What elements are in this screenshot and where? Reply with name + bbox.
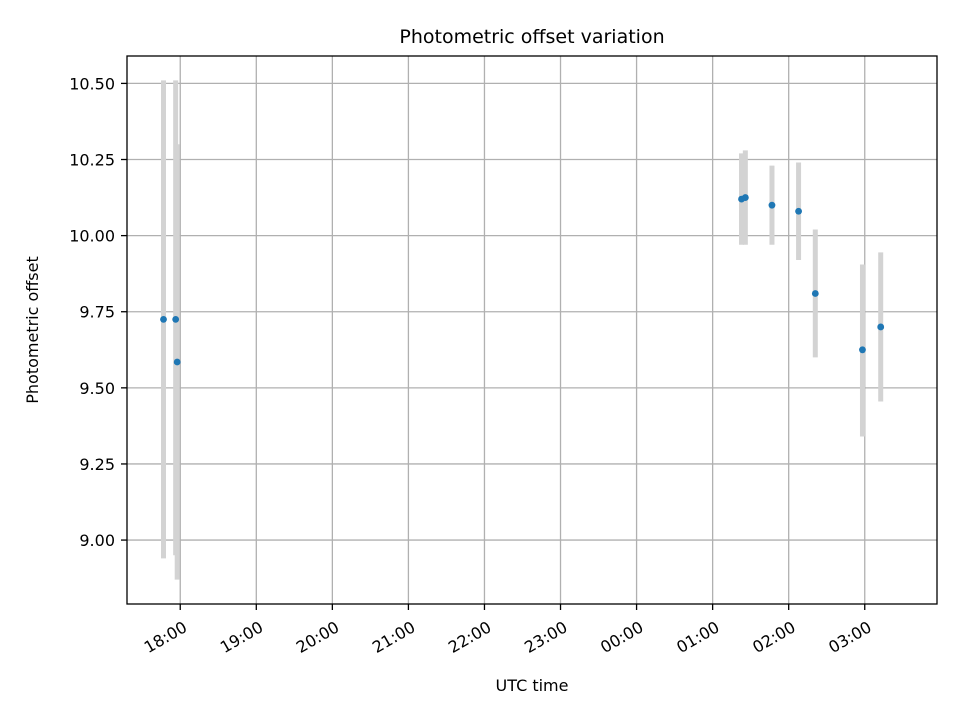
data-points <box>160 194 885 366</box>
data-point <box>859 346 866 354</box>
y-axis-title: Photometric offset <box>23 256 42 404</box>
x-axis-ticks: 18:00 19:00 20:00 21:00 22:00 23:00 00:00 01:00… <box>141 604 875 657</box>
x-tick-label: 18:00 <box>141 617 190 657</box>
x-tick-label: 23:00 <box>521 617 570 657</box>
x-tick-label: 03:00 <box>825 617 874 657</box>
data-point <box>173 358 181 366</box>
grid <box>127 56 937 604</box>
x-tick-label: 02:00 <box>749 617 798 657</box>
chart-title: Photometric offset variation <box>399 26 664 48</box>
y-tick-label: 9.00 <box>79 531 115 550</box>
x-tick-label: 22:00 <box>445 617 494 657</box>
y-tick-label: 10.50 <box>69 74 115 93</box>
y-tick-label: 9.75 <box>79 303 115 322</box>
error-bars <box>161 80 884 580</box>
data-point <box>160 315 167 323</box>
y-tick-label: 9.50 <box>79 379 115 398</box>
y-tick-label: 10.00 <box>69 227 115 246</box>
x-tick-label: 00:00 <box>597 617 646 657</box>
x-tick-label: 01:00 <box>673 617 722 657</box>
data-point <box>741 194 749 201</box>
x-tick-label: 20:00 <box>293 617 342 657</box>
data-point <box>172 315 180 323</box>
data-point <box>877 323 885 331</box>
y-axis-ticks: 9.00 9.25 9.50 9.75 10.00 10.25 10.50 <box>69 74 127 550</box>
x-axis-title: UTC time <box>496 676 569 695</box>
plot-frame <box>126 55 938 605</box>
data-point <box>811 290 819 297</box>
data-point <box>768 201 776 209</box>
y-tick-label: 10.25 <box>69 151 115 170</box>
data-point <box>795 207 802 215</box>
y-tick-label: 9.25 <box>79 455 115 474</box>
x-tick-label: 21:00 <box>369 617 418 657</box>
x-tick-label: 19:00 <box>217 617 266 657</box>
